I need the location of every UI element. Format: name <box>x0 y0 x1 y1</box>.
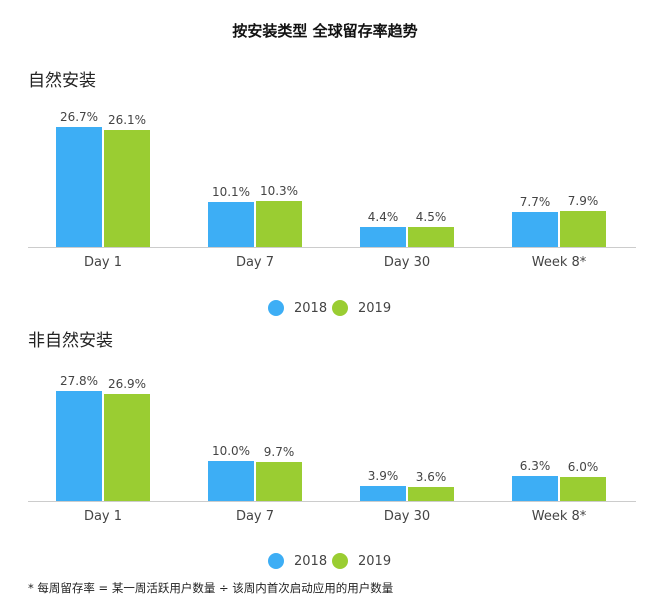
bar-2018 <box>56 126 102 247</box>
legend-label: 2019 <box>358 300 392 316</box>
bar-2019 <box>408 226 454 247</box>
value-label: 6.0% <box>567 460 599 475</box>
section-title: 非自然安装 <box>28 331 113 351</box>
category-label: Day 7 <box>235 509 275 524</box>
bar-2018 <box>360 485 406 501</box>
chart-title: 按安装类型 全球留存率趋势 <box>232 22 418 40</box>
value-label: 4.4% <box>367 210 399 225</box>
value-label: 10.3% <box>259 183 299 198</box>
category-label: Day 30 <box>383 509 431 524</box>
legend-item-2018: 2018 <box>268 553 327 569</box>
footnote: * 每周留存率 = 某一周活跃用户数量 ÷ 该周内首次启动应用的用户数量 <box>28 581 394 595</box>
value-label: 3.6% <box>415 469 447 484</box>
category-label: Day 1 <box>83 509 123 524</box>
legend-swatch-2018 <box>268 300 284 316</box>
x-axis-line <box>28 501 636 502</box>
value-label: 6.3% <box>519 458 551 473</box>
legend-label: 2019 <box>358 553 392 569</box>
bar-2018 <box>512 212 558 247</box>
legend-swatch-2019 <box>332 553 348 569</box>
bar-2018 <box>56 390 102 501</box>
category-label: Day 7 <box>235 255 275 270</box>
value-label: 10.1% <box>211 184 251 199</box>
bar-2019 <box>256 462 302 501</box>
value-label: 26.1% <box>107 112 147 127</box>
legend-item-2019: 2019 <box>332 553 391 569</box>
value-label: 7.7% <box>519 195 551 210</box>
legend-item-2019: 2019 <box>332 300 391 316</box>
bar-2018 <box>208 461 254 501</box>
category-label: Day 1 <box>83 255 123 270</box>
legend-item-2018: 2018 <box>268 300 327 316</box>
value-label: 27.8% <box>59 373 99 388</box>
bar-2018 <box>208 201 254 247</box>
value-label: 3.9% <box>367 468 399 483</box>
value-label: 7.9% <box>567 194 599 209</box>
value-label: 10.0% <box>211 444 251 459</box>
value-label: 4.5% <box>415 209 447 224</box>
value-label: 9.7% <box>263 445 295 460</box>
bar-2019 <box>104 129 150 247</box>
x-axis-line <box>28 247 636 248</box>
legend-swatch-2018 <box>268 553 284 569</box>
bar-2018 <box>512 475 558 501</box>
bar-2019 <box>256 200 302 247</box>
bar-2019 <box>104 394 150 501</box>
category-label: Day 30 <box>383 255 431 270</box>
value-label: 26.7% <box>59 109 99 124</box>
legend-label: 2018 <box>294 300 328 316</box>
bar-2018 <box>360 227 406 247</box>
bar-2019 <box>408 486 454 501</box>
bar-2019 <box>560 211 606 247</box>
legend-label: 2018 <box>294 553 328 569</box>
category-label: Week 8* <box>531 255 587 270</box>
section-title: 自然安装 <box>28 71 96 91</box>
legend-swatch-2019 <box>332 300 348 316</box>
value-label: 26.9% <box>107 377 147 392</box>
bar-2019 <box>560 477 606 501</box>
category-label: Week 8* <box>531 509 587 524</box>
